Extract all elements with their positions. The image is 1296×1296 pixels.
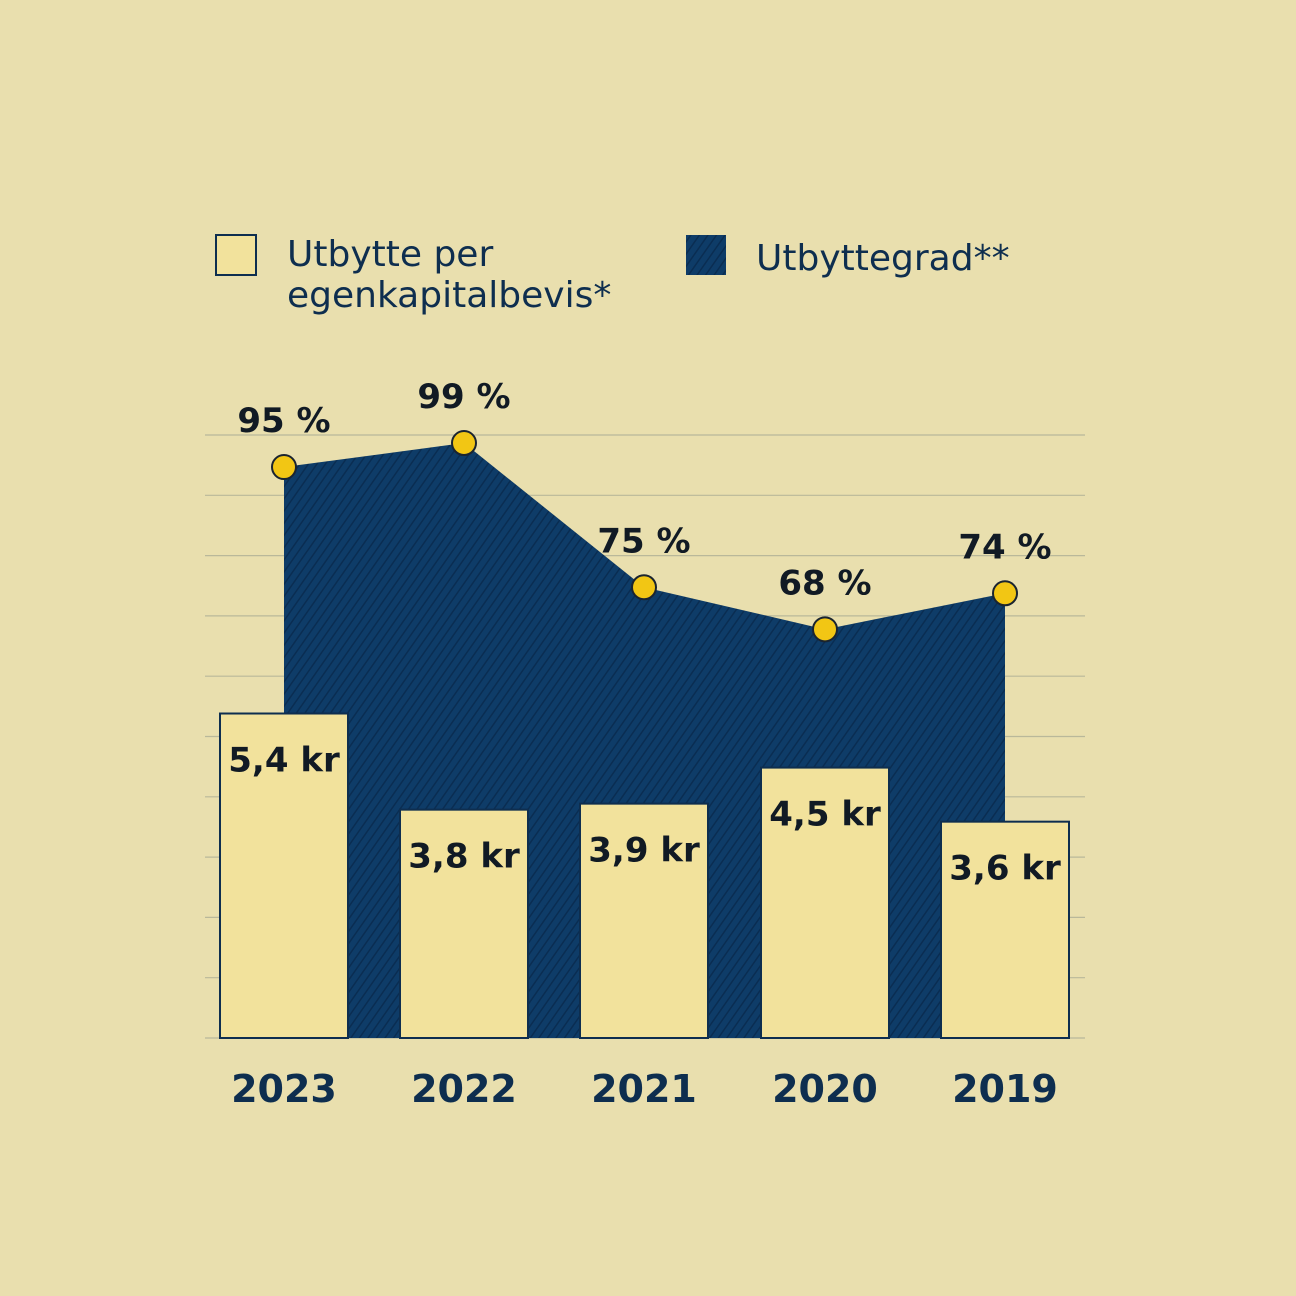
- x-tick-label: 2020: [772, 1067, 878, 1111]
- dividend-bar-2023: [219, 712, 349, 1039]
- legend-bar-swatch: [215, 234, 257, 276]
- payout-ratio-labels: 95 % 99 % 75 % 68 % 74 %: [237, 377, 1051, 603]
- dividend-value-label: 3,6 kr: [949, 849, 1061, 889]
- payout-ratio-label: 74 %: [958, 527, 1051, 567]
- dividend-bar-2022: [399, 808, 529, 1039]
- dividend-value-label: 3,8 kr: [408, 837, 520, 877]
- payout-ratio-marker: [271, 454, 297, 481]
- legend-area-label: Utbyttegrad**: [756, 238, 1010, 279]
- payout-ratio-label: 68 %: [778, 563, 871, 603]
- x-axis-year-labels: 2023 2022 2021 2020 2019: [231, 1067, 1058, 1111]
- legend-bar-label-line1: Utbytte per: [287, 234, 493, 275]
- x-tick-label: 2019: [952, 1067, 1058, 1111]
- dividend-bar-2019: [940, 820, 1070, 1039]
- dividend-value-label: 4,5 kr: [769, 795, 881, 835]
- dividend-value-label: 3,9 kr: [588, 831, 700, 871]
- legend-area-swatch: [686, 235, 726, 275]
- payout-ratio-marker: [451, 430, 477, 457]
- payout-ratio-marker: [812, 616, 838, 643]
- payout-ratio-marker: [992, 580, 1018, 607]
- legend-bar-label-line2: egenkapitalbevis*: [287, 275, 611, 316]
- payout-ratio-label: 75 %: [597, 521, 690, 561]
- legend: Utbytte per egenkapitalbevis* Utbyttegra…: [215, 234, 1010, 316]
- x-tick-label: 2022: [411, 1067, 517, 1111]
- x-tick-label: 2021: [591, 1067, 697, 1111]
- x-tick-label: 2023: [231, 1067, 337, 1111]
- payout-ratio-markers: [271, 430, 1018, 643]
- dividend-bars: 5,4 kr 3,8 kr 3,9 kr 4,5 kr 3,6 kr: [219, 712, 1070, 1039]
- payout-ratio-marker: [631, 574, 657, 601]
- payout-ratio-label: 95 %: [237, 401, 330, 441]
- dividend-value-label: 5,4 kr: [228, 741, 340, 781]
- payout-ratio-label: 99 %: [417, 377, 510, 417]
- dividend-bar-2021: [579, 802, 709, 1039]
- dividend-bar-2020: [760, 766, 890, 1039]
